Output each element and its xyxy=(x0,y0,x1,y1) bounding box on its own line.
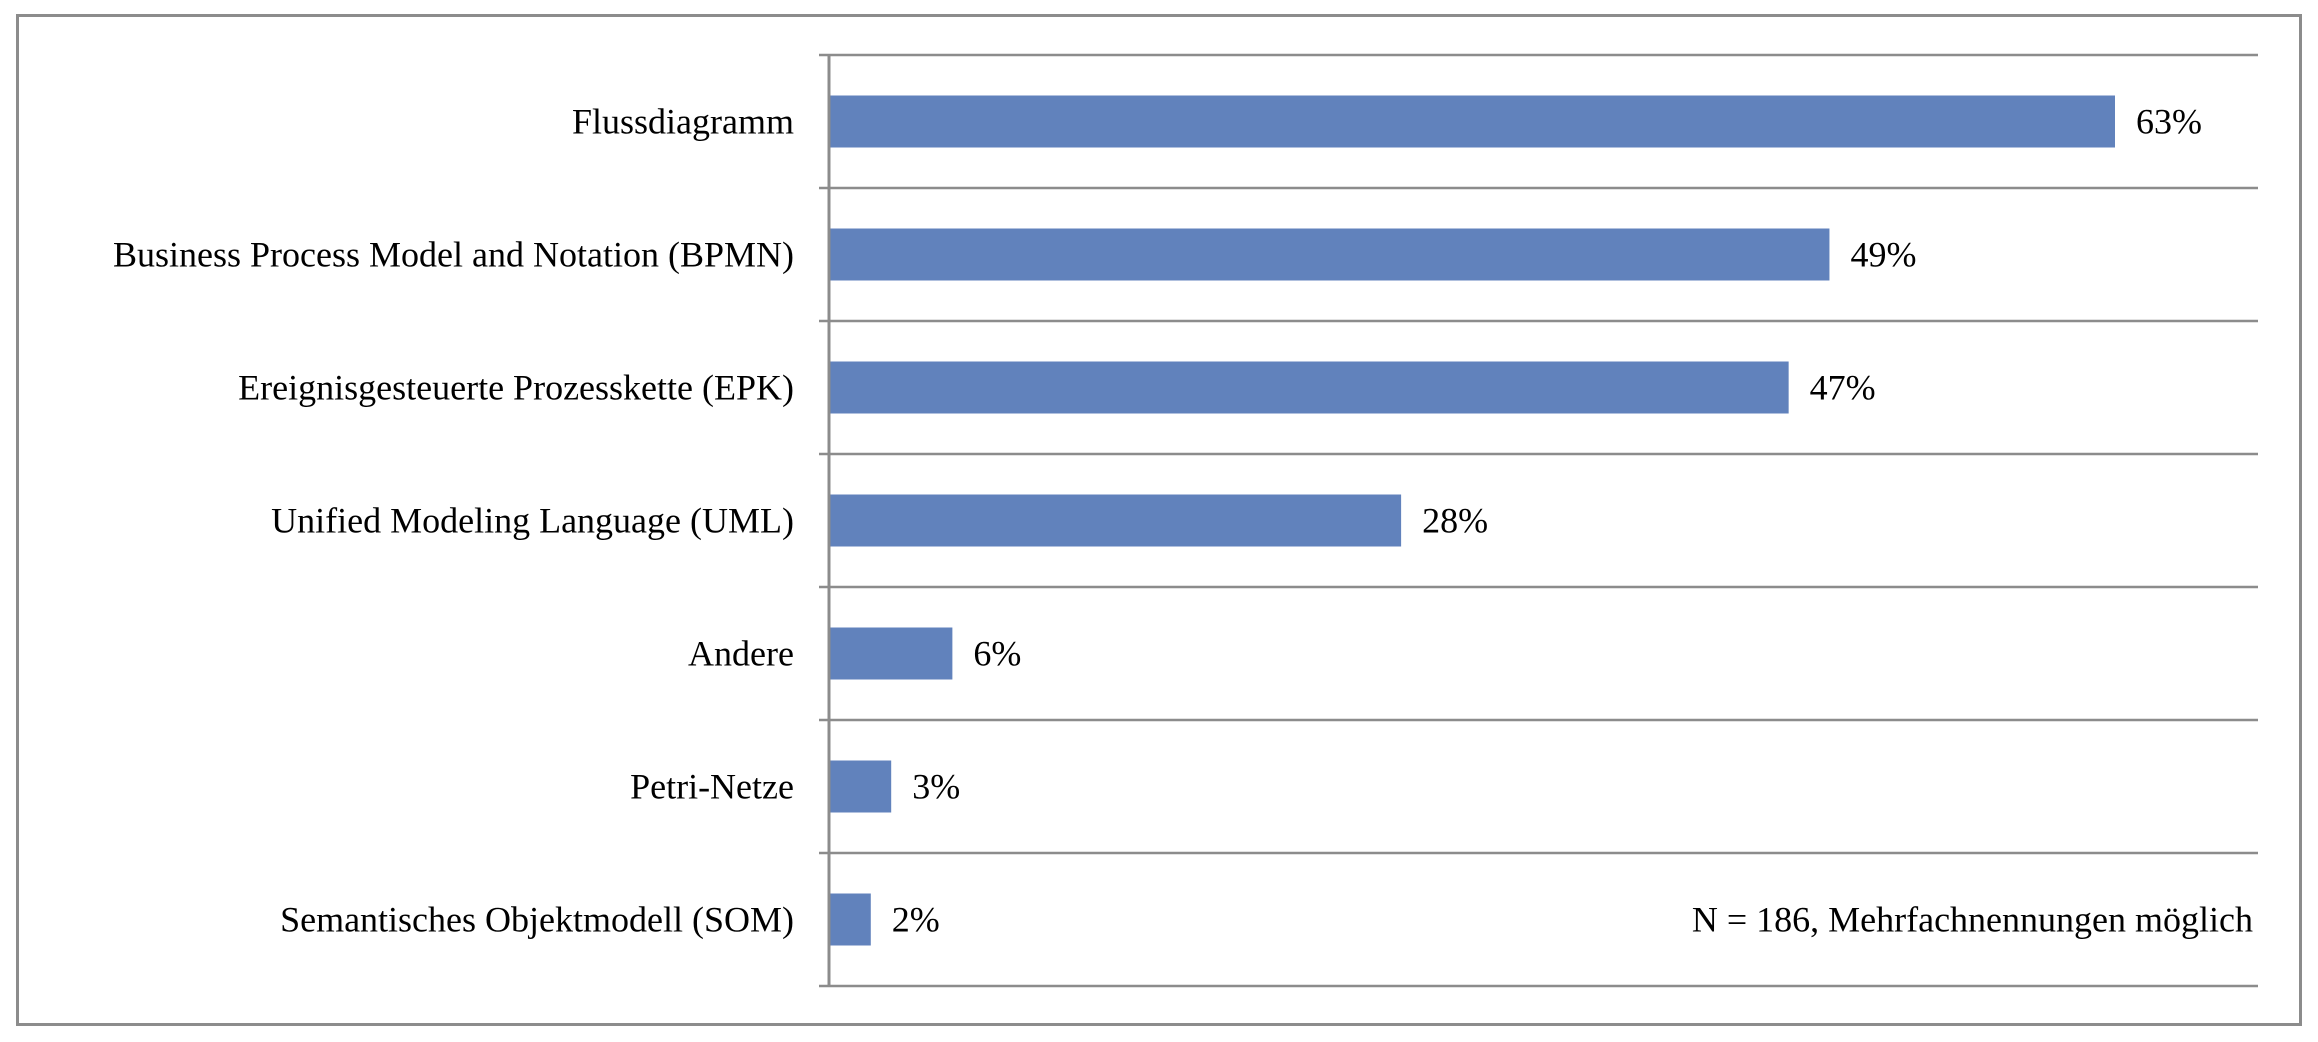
category-label: Semantisches Objektmodell (SOM) xyxy=(280,900,794,940)
value-label: 63% xyxy=(2136,102,2202,142)
bar xyxy=(830,494,1402,547)
value-label: 49% xyxy=(1850,235,1916,275)
category-label: Flussdiagramm xyxy=(572,102,794,142)
bar xyxy=(830,627,953,680)
value-labels: 63% 49% 47% 28% 6% 3% 2% xyxy=(892,102,2202,940)
value-label: 3% xyxy=(912,767,960,807)
category-label: Ereignisgesteuerte Prozesskette (EPK) xyxy=(238,368,794,408)
value-label: 6% xyxy=(973,634,1021,674)
bar xyxy=(830,893,871,946)
sample-note: N = 186, Mehrfachnennungen möglich xyxy=(1692,900,2253,940)
bar xyxy=(830,95,2115,148)
category-labels: Flussdiagramm Business Process Model and … xyxy=(113,102,794,940)
bar xyxy=(830,228,1830,281)
category-label: Unified Modeling Language (UML) xyxy=(271,501,794,541)
category-label: Andere xyxy=(688,634,794,674)
value-label: 28% xyxy=(1422,501,1488,541)
bar xyxy=(830,361,1789,414)
bar xyxy=(830,760,892,813)
grid-lines xyxy=(819,53,2258,988)
value-label: 2% xyxy=(892,900,940,940)
value-label: 47% xyxy=(1810,368,1876,408)
bars xyxy=(830,95,2115,946)
category-label: Petri-Netze xyxy=(630,767,794,807)
category-label: Business Process Model and Notation (BPM… xyxy=(113,235,794,275)
